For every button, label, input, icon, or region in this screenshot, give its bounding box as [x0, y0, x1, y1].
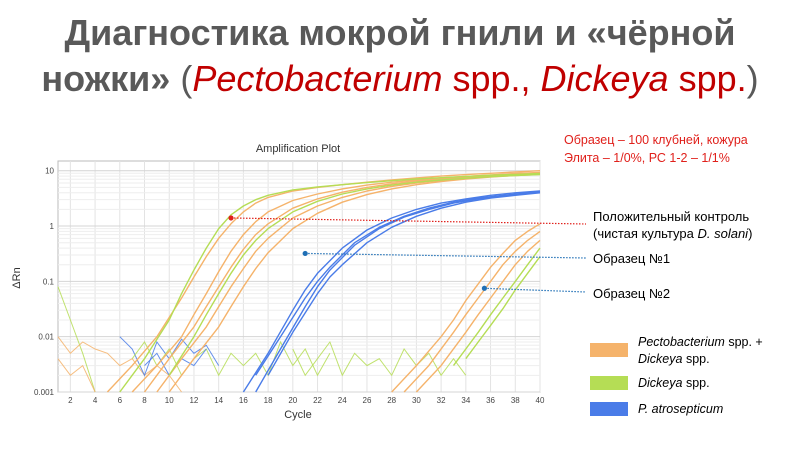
x-tick-label: 24	[338, 396, 347, 405]
x-tick-label: 14	[214, 396, 223, 405]
series-line-blue	[242, 190, 541, 393]
annotation-positive-close: )	[748, 226, 753, 241]
x-axis-label: Cycle	[284, 409, 312, 421]
series-line-orange	[106, 170, 541, 393]
annotation-positive-line-2: (чистая культура D. solani)	[593, 225, 752, 242]
legend-dickeya-genus-2: Dickeya	[638, 376, 683, 390]
slide-title: Диагностика мокрой гнили и «чёрной ножки…	[0, 10, 800, 102]
legend-pecto-genus: Pectobacterium	[638, 335, 725, 349]
series-line-green	[465, 256, 541, 360]
sample-note: Образец – 100 клубней, кожура Элита – 1/…	[564, 131, 748, 167]
title-spp-1: spp.,	[442, 58, 541, 99]
title-word-nozhki: ножки»	[41, 58, 171, 99]
y-axis-label: ΔRn	[11, 267, 23, 288]
baseline-noise-line	[131, 340, 331, 377]
y-tick-label: 10	[45, 167, 54, 176]
title-genus-dickeya: Dickeya	[540, 58, 669, 99]
amplification-plot: Amplification Plot 2 4 6 8 10 12 14 16 18 20 22 24 2…	[11, 143, 587, 421]
x-tick-label: 18	[264, 396, 273, 405]
legend-swatch-blue	[590, 402, 628, 416]
x-tick-label: 2	[68, 396, 73, 405]
annotation-positive-species: D. solani	[697, 226, 749, 241]
annotation-positive-text: (чистая культура	[593, 226, 698, 241]
annotation-positive-line-1: Положительный контроль	[593, 209, 750, 224]
x-tick-label: 6	[118, 396, 123, 405]
sample-1-marker	[302, 250, 308, 257]
sample-note-line-2: Элита – 1/0%, РС 1-2 – 1/1%	[564, 151, 730, 165]
legend-dickeya-spp-2: spp.	[682, 376, 710, 390]
x-tick-label: 36	[486, 396, 495, 405]
series-line-blue	[267, 192, 541, 376]
sample-2-marker-leader	[484, 287, 587, 293]
x-tick-label: 22	[313, 396, 322, 405]
title-close-paren: )	[746, 58, 759, 99]
x-tick-label: 4	[93, 396, 98, 405]
chart-title: Amplification Plot	[256, 143, 340, 155]
x-tick-label: 26	[363, 396, 372, 405]
legend-swatch-green	[590, 376, 628, 390]
baseline-noise-line	[292, 340, 467, 377]
legend-dickeya-genus-1: Dickeya	[638, 352, 683, 366]
positive-control-marker	[228, 215, 234, 221]
series-line-green	[119, 172, 541, 393]
legend-swatch-orange	[590, 343, 628, 357]
annotation-positive-control: Положительный контроль (чистая культура …	[593, 208, 752, 242]
y-tick-label: 1	[50, 222, 55, 231]
y-tick-label: 0.01	[38, 333, 54, 342]
baseline-noise-line	[57, 286, 96, 393]
sample-note-line-1: Образец – 100 клубней, кожура	[564, 133, 748, 147]
annotation-leaders	[228, 215, 587, 293]
series-line-green	[168, 173, 541, 376]
y-tick-label: 0.1	[43, 277, 55, 286]
sample-2-marker	[481, 285, 487, 291]
baseline-noise-line	[57, 358, 96, 393]
legend-item-pecto-dickeya: Pectobacterium spp. + Dickeya spp.	[638, 334, 800, 368]
x-tick-label: 40	[536, 396, 545, 405]
title-spp-2: spp.	[668, 58, 747, 99]
series-line-orange	[143, 172, 541, 393]
title-genus-pectobacterium: Pectobacterium	[192, 58, 443, 99]
x-tick-label: 20	[288, 396, 297, 405]
title-open-paren: (	[170, 58, 193, 99]
series-line-green	[452, 247, 541, 367]
y-tick-label: 0.001	[34, 388, 55, 397]
legend-pecto-spp: spp. +	[724, 335, 763, 349]
chart-lines	[57, 170, 541, 393]
title-line-2: ножки» (Pectobacterium spp., Dickeya spp…	[0, 56, 800, 102]
x-tick-label: 12	[189, 396, 198, 405]
positive-control-marker-leader	[231, 217, 587, 225]
x-tick-label: 32	[437, 396, 446, 405]
x-tick-label: 8	[142, 396, 147, 405]
x-tick-label: 38	[511, 396, 520, 405]
series-line-orange	[391, 223, 541, 393]
legend-dickeya-spp-1: spp.	[682, 352, 710, 366]
sample-1-marker-leader	[305, 252, 587, 259]
legend-item-atrosepticum: P. atrosepticum	[638, 401, 800, 418]
x-tick-label: 34	[461, 396, 470, 405]
annotation-sample-1: Образец №1	[593, 251, 671, 266]
chart-axes: 2 4 6 8 10 12 14 16 18 20 22 24 26 28 30 32 34 36 38 400.00…	[34, 167, 545, 405]
title-line-1: Диагностика мокрой гнили и «чёрной	[64, 12, 736, 53]
annotation-sample-2: Образец №2	[593, 286, 671, 301]
legend-atrosepticum-name: P. atrosepticum	[638, 402, 724, 416]
x-tick-label: 16	[239, 396, 248, 405]
x-tick-label: 28	[387, 396, 396, 405]
series-line-blue	[255, 190, 541, 376]
x-tick-label: 10	[165, 396, 174, 405]
legend-item-dickeya: Dickeya spp.	[638, 375, 800, 392]
series-line-orange	[415, 239, 541, 393]
x-tick-label: 30	[412, 396, 421, 405]
